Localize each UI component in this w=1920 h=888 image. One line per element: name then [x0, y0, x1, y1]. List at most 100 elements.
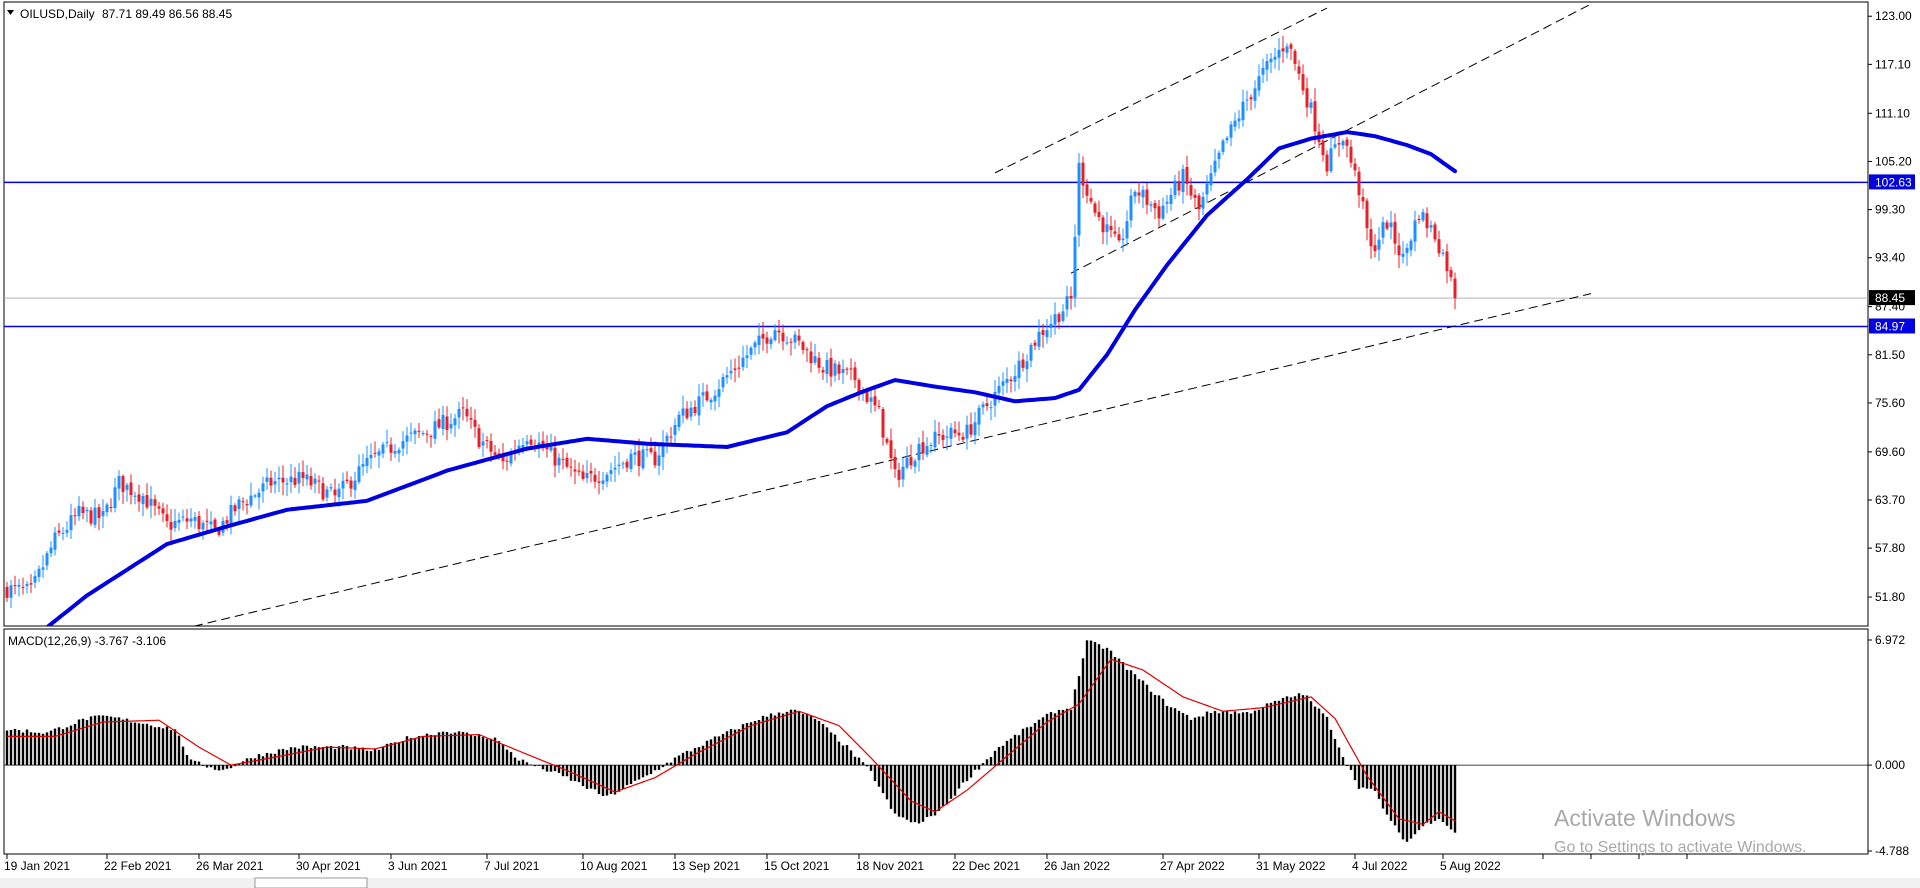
- macd-bar[interactable]: [1081, 658, 1085, 766]
- candle[interactable]: [1341, 141, 1345, 146]
- candle[interactable]: [913, 460, 917, 467]
- candle[interactable]: [417, 430, 421, 432]
- candle[interactable]: [937, 433, 941, 436]
- candles[interactable]: [5, 35, 1457, 608]
- candle[interactable]: [17, 584, 21, 587]
- macd-bar[interactable]: [189, 759, 193, 766]
- macd-bar[interactable]: [1185, 714, 1189, 766]
- candle[interactable]: [185, 518, 189, 522]
- candle[interactable]: [1297, 66, 1301, 74]
- macd-bar[interactable]: [1141, 680, 1145, 766]
- candle[interactable]: [745, 355, 749, 358]
- candle[interactable]: [397, 450, 401, 454]
- candle[interactable]: [617, 464, 621, 467]
- macd-bar[interactable]: [377, 749, 381, 766]
- candle[interactable]: [1093, 203, 1097, 213]
- candle[interactable]: [817, 357, 821, 368]
- macd-bar[interactable]: [49, 730, 53, 766]
- candle[interactable]: [969, 424, 973, 435]
- candle[interactable]: [681, 408, 685, 416]
- macd-bar[interactable]: [461, 732, 465, 766]
- candle[interactable]: [1349, 146, 1353, 163]
- macd-bar[interactable]: [1425, 765, 1429, 823]
- candle[interactable]: [1229, 124, 1233, 138]
- macd-bar[interactable]: [309, 748, 313, 766]
- candle[interactable]: [905, 458, 909, 468]
- macd-bar[interactable]: [633, 765, 637, 781]
- candle[interactable]: [573, 469, 577, 472]
- macd-bar[interactable]: [81, 718, 85, 766]
- candle[interactable]: [121, 476, 125, 492]
- macd-bar[interactable]: [441, 731, 445, 766]
- candle[interactable]: [53, 532, 57, 550]
- macd-bar[interactable]: [561, 765, 565, 777]
- macd-bar[interactable]: [1421, 765, 1425, 827]
- candle[interactable]: [1125, 221, 1129, 239]
- macd-bar[interactable]: [949, 765, 953, 799]
- candle[interactable]: [1073, 236, 1077, 298]
- candle[interactable]: [649, 448, 653, 453]
- macd-bar[interactable]: [945, 765, 949, 805]
- candle[interactable]: [69, 515, 73, 531]
- candle[interactable]: [1193, 194, 1197, 198]
- candle[interactable]: [189, 518, 193, 522]
- macd-bar[interactable]: [125, 718, 129, 766]
- macd-bar[interactable]: [213, 765, 217, 770]
- candle[interactable]: [473, 419, 477, 427]
- macd-bar[interactable]: [369, 751, 373, 766]
- candle[interactable]: [961, 436, 965, 440]
- macd-bar[interactable]: [757, 720, 761, 766]
- macd-bar[interactable]: [1369, 765, 1373, 789]
- candle[interactable]: [1009, 379, 1013, 382]
- candle[interactable]: [849, 368, 853, 370]
- candle[interactable]: [1253, 88, 1257, 101]
- macd-bar[interactable]: [337, 746, 341, 766]
- macd-bar[interactable]: [413, 738, 417, 766]
- macd-bar[interactable]: [157, 727, 161, 766]
- macd-bar[interactable]: [989, 756, 993, 766]
- candle[interactable]: [293, 477, 297, 486]
- macd-bar[interactable]: [1285, 696, 1289, 766]
- candle[interactable]: [641, 449, 645, 469]
- candle[interactable]: [865, 390, 869, 403]
- candle[interactable]: [265, 477, 269, 482]
- macd-bar[interactable]: [393, 742, 397, 766]
- candle[interactable]: [405, 435, 409, 442]
- candle[interactable]: [677, 414, 681, 427]
- candle[interactable]: [661, 442, 665, 458]
- macd-bar[interactable]: [389, 742, 393, 766]
- macd-bar[interactable]: [1349, 765, 1353, 770]
- macd-bar[interactable]: [421, 736, 425, 766]
- candle[interactable]: [1197, 195, 1201, 210]
- macd-bar[interactable]: [1105, 647, 1109, 766]
- macd-bar[interactable]: [853, 756, 857, 766]
- macd-bar[interactable]: [97, 715, 101, 766]
- macd-bar[interactable]: [617, 765, 621, 792]
- candle[interactable]: [1141, 189, 1145, 198]
- candle[interactable]: [129, 482, 133, 495]
- candle[interactable]: [1165, 201, 1169, 204]
- macd-bar[interactable]: [1037, 719, 1041, 766]
- candle[interactable]: [1041, 330, 1045, 335]
- candle[interactable]: [1337, 143, 1341, 145]
- candle[interactable]: [1309, 102, 1313, 108]
- macd-bar[interactable]: [1053, 713, 1057, 766]
- candle[interactable]: [245, 504, 249, 506]
- candle[interactable]: [1313, 101, 1317, 132]
- candle[interactable]: [873, 396, 877, 406]
- candle[interactable]: [465, 408, 469, 417]
- candle[interactable]: [1209, 173, 1213, 186]
- candle[interactable]: [461, 407, 465, 409]
- candle[interactable]: [117, 476, 121, 489]
- candle[interactable]: [29, 583, 33, 585]
- macd-bar[interactable]: [1069, 709, 1073, 766]
- macd-bar[interactable]: [1333, 739, 1337, 766]
- candle[interactable]: [1265, 61, 1269, 70]
- candle[interactable]: [393, 451, 397, 454]
- candle[interactable]: [485, 439, 489, 441]
- macd-bar[interactable]: [253, 758, 257, 766]
- candle[interactable]: [413, 430, 417, 435]
- macd-bar[interactable]: [993, 750, 997, 766]
- candle[interactable]: [1245, 99, 1249, 101]
- macd-bar[interactable]: [609, 765, 613, 794]
